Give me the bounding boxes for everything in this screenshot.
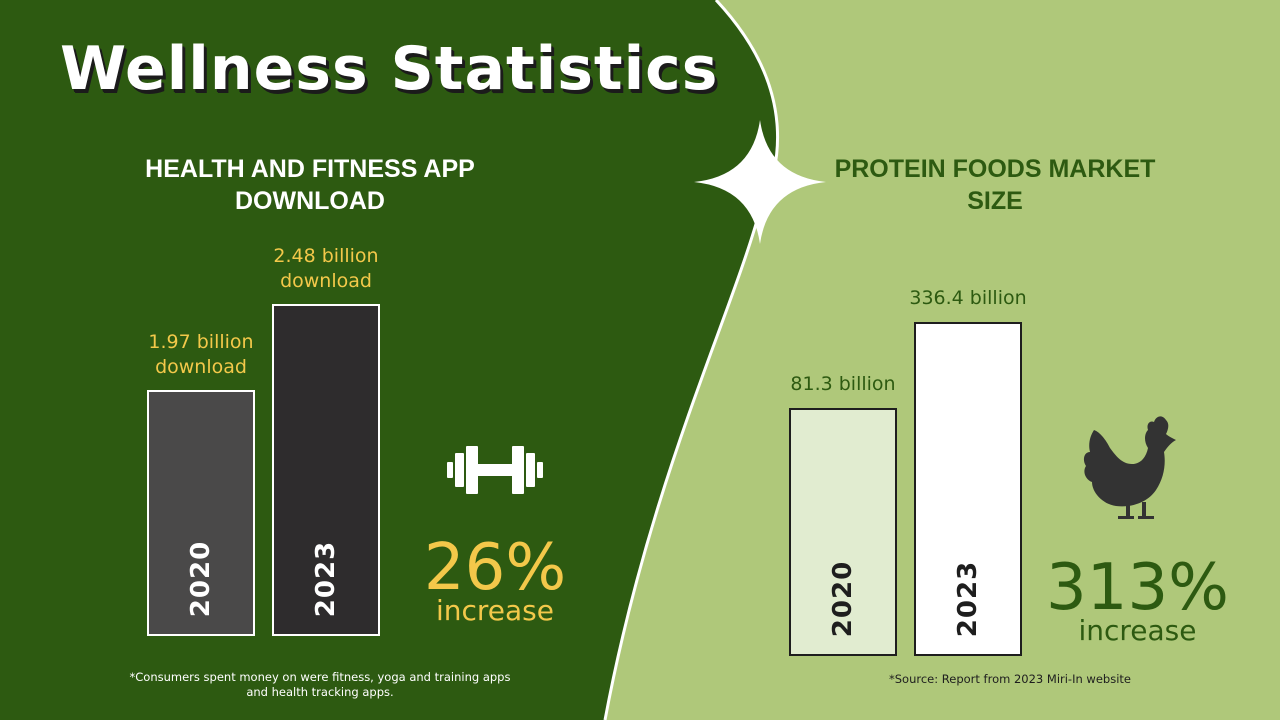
right-increase-percent: 313% — [1046, 551, 1229, 625]
left-chart-title: HEALTH AND FITNESS APP DOWNLOAD — [145, 155, 475, 215]
bar-value-label: 1.97 billion download — [148, 331, 254, 378]
bar-2020: 2020 — [147, 390, 255, 636]
bar-category-label: 2020 — [828, 560, 858, 638]
left-increase-label: increase — [435, 594, 554, 627]
page-title: Wellness Statistics — [60, 34, 719, 104]
bar-2023: 2023 — [914, 322, 1022, 656]
right-increase-label: increase — [1078, 614, 1197, 647]
bar-category-label: 2020 — [186, 540, 216, 618]
right-footnote: *Source: Report from 2023 Miri-In websit… — [889, 672, 1131, 686]
bar-category-label: 2023 — [953, 560, 983, 638]
bar-value-label: 81.3 billion — [790, 373, 896, 395]
bar-2023: 2023 — [272, 304, 380, 636]
bar-value-label: 2.48 billion download — [273, 245, 379, 292]
dumbbell-icon — [447, 446, 543, 494]
right-chart-title: PROTEIN FOODS MARKET SIZE — [834, 155, 1156, 215]
sparkle-icon — [694, 120, 826, 244]
left-footnote: *Consumers spent money on were fitness, … — [129, 670, 511, 699]
bar-category-label: 2023 — [311, 540, 341, 618]
left-increase-percent: 26% — [423, 531, 567, 605]
chicken-icon — [1083, 416, 1176, 519]
bar-2020: 2020 — [789, 408, 897, 656]
bar-value-label: 336.4 billion — [909, 287, 1027, 309]
